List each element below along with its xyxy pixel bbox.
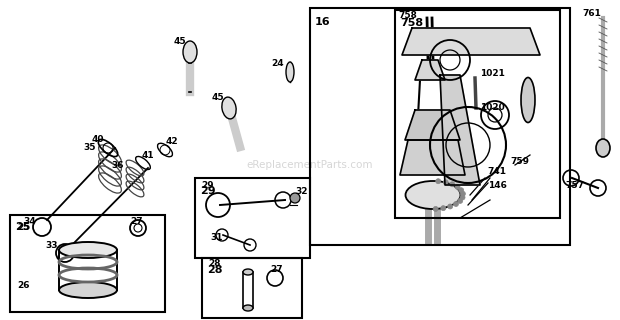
Text: 33: 33: [46, 241, 58, 250]
Ellipse shape: [243, 269, 253, 275]
Bar: [395, 10, 560, 218]
Text: 32: 32: [295, 188, 308, 196]
Text: 29: 29: [201, 180, 214, 189]
Text: 40: 40: [92, 135, 104, 145]
Text: 45: 45: [174, 37, 187, 46]
Text: 31: 31: [210, 234, 223, 243]
Text: 27: 27: [130, 218, 143, 227]
Circle shape: [443, 180, 448, 185]
Bar: [195, 178, 310, 258]
Polygon shape: [405, 110, 460, 140]
Text: 16: 16: [315, 17, 330, 27]
Circle shape: [450, 182, 455, 187]
Circle shape: [441, 206, 446, 211]
Text: 1021: 1021: [480, 68, 505, 77]
Ellipse shape: [59, 242, 117, 258]
Text: 41: 41: [142, 150, 154, 159]
Circle shape: [290, 193, 300, 203]
Text: 29: 29: [200, 186, 216, 196]
Text: 27: 27: [270, 266, 283, 275]
Circle shape: [459, 188, 464, 193]
Text: 741: 741: [487, 167, 506, 177]
Bar: [202, 258, 302, 318]
Polygon shape: [415, 60, 445, 80]
Circle shape: [433, 206, 438, 212]
Ellipse shape: [243, 305, 253, 311]
Text: 758: 758: [400, 18, 423, 28]
Text: 761: 761: [582, 10, 601, 19]
Ellipse shape: [596, 139, 610, 157]
Polygon shape: [400, 140, 465, 175]
Text: 25: 25: [15, 222, 30, 232]
Text: 759: 759: [510, 157, 529, 166]
Polygon shape: [402, 28, 540, 55]
Ellipse shape: [59, 282, 117, 298]
Text: 36: 36: [112, 161, 124, 170]
Bar: [310, 8, 570, 245]
Ellipse shape: [183, 41, 197, 63]
Ellipse shape: [286, 62, 294, 82]
Circle shape: [436, 179, 441, 184]
Text: 35: 35: [84, 143, 96, 153]
Text: 45: 45: [211, 93, 224, 102]
Circle shape: [455, 184, 460, 189]
Circle shape: [453, 202, 458, 206]
Ellipse shape: [405, 181, 461, 209]
Text: 757: 757: [565, 180, 584, 189]
Text: 1020: 1020: [480, 103, 505, 113]
Circle shape: [448, 204, 453, 209]
Circle shape: [461, 191, 466, 196]
Text: 28: 28: [207, 265, 223, 275]
Text: 34: 34: [24, 217, 37, 226]
Ellipse shape: [521, 77, 535, 123]
Text: 26: 26: [17, 281, 30, 290]
Bar: [10, 215, 165, 312]
Text: 758: 758: [398, 12, 417, 20]
Text: 24: 24: [272, 59, 285, 68]
Circle shape: [458, 198, 463, 204]
Text: eReplacementParts.com: eReplacementParts.com: [247, 160, 373, 170]
Text: 25: 25: [17, 223, 30, 233]
Ellipse shape: [222, 97, 236, 119]
Text: 42: 42: [166, 138, 179, 147]
Text: 28: 28: [208, 260, 221, 268]
Circle shape: [460, 195, 465, 200]
Text: 146: 146: [488, 181, 507, 190]
Polygon shape: [440, 75, 480, 185]
